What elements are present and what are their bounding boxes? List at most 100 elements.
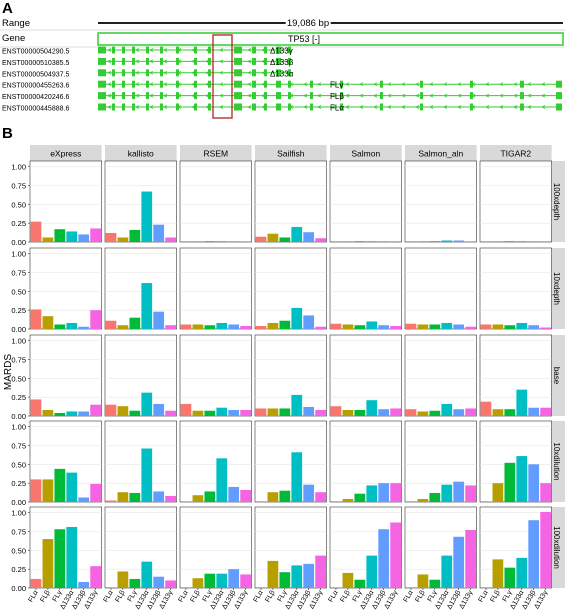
exon bbox=[208, 57, 211, 65]
strand-arrow bbox=[149, 48, 154, 52]
facet-panel bbox=[179, 420, 252, 503]
exon bbox=[122, 46, 125, 54]
exon bbox=[122, 57, 125, 65]
exon bbox=[132, 46, 135, 54]
strand-arrow bbox=[233, 59, 238, 64]
bar: Sailfish / 100xdilution / FLγ: 0.21 bbox=[279, 572, 291, 588]
exon bbox=[234, 103, 242, 111]
exon bbox=[288, 69, 291, 77]
bar: kallisto / 10xdilution / Δ133α: 0.71 bbox=[141, 448, 153, 502]
bar: kallisto / 100xdepth / FLα: 0.12 bbox=[105, 232, 117, 242]
exon bbox=[98, 57, 106, 65]
y-tick-label: 0.50 bbox=[11, 374, 26, 383]
bar: Salmon / 100xdilution / Δ133γ: 0.87 bbox=[390, 522, 402, 588]
y-tick-label: 0.50 bbox=[11, 200, 26, 209]
bar: Sailfish / 10xdilution / FLα: 0.01 bbox=[255, 501, 267, 502]
y-tick-label: 0.25 bbox=[11, 393, 26, 402]
exon bbox=[252, 57, 256, 65]
strand-arrow bbox=[317, 82, 322, 87]
exon bbox=[234, 80, 242, 88]
transcript-tracks: ENST00000504290.5 Δ133γ ENST00000510385.5 Δ… bbox=[2, 46, 562, 113]
bar: Salmon_aln / 10xdilution / FLα: 0.01 bbox=[405, 501, 417, 502]
strand-arrow bbox=[387, 82, 392, 87]
exon bbox=[132, 103, 135, 111]
facet-panel bbox=[479, 506, 552, 589]
bar: kallisto / 10xdilution / Δ133γ: 0.08 bbox=[165, 495, 177, 502]
bar: Salmon / 10xdilution / FLα: 0.01 bbox=[330, 501, 342, 502]
bar: Salmon_aln / 10xdepth / Δ133γ: 0.03 bbox=[465, 326, 477, 329]
bar: kallisto / 10xdepth / FLβ: 0.05 bbox=[117, 325, 129, 329]
bar: Salmon / 10xdepth / Δ133γ: 0.04 bbox=[390, 325, 402, 329]
bar: Salmon / 100xdilution / Δ133α: 0.43 bbox=[366, 555, 378, 588]
bar: Salmon_aln / 10xdilution / Δ133β: 0.27 bbox=[453, 481, 465, 502]
facet-panel bbox=[179, 247, 252, 330]
strand-arrow bbox=[443, 82, 448, 87]
bar: eXpress / base / Δ133γ: 0.15 bbox=[90, 404, 102, 416]
bar: RSEM / 10xdepth / FLβ: 0.06 bbox=[192, 324, 204, 329]
transcript-label: FLβ bbox=[330, 92, 344, 101]
bar: Salmon / 100xdilution / FLα: 0.01 bbox=[330, 587, 342, 588]
strand-arrow bbox=[177, 59, 182, 64]
exon bbox=[160, 80, 163, 88]
exon bbox=[380, 103, 383, 111]
exon bbox=[112, 46, 115, 54]
strand-arrow bbox=[415, 105, 420, 109]
bar: Salmon / 100xdilution / FLγ: 0.11 bbox=[354, 579, 366, 588]
facet-panel bbox=[329, 247, 402, 330]
bar: Salmon_aln / 100xdepth / FLγ: 0.01 bbox=[429, 241, 441, 242]
bar: Sailfish / base / Δ133β: 0.12 bbox=[303, 406, 315, 416]
strand-arrow bbox=[107, 48, 112, 52]
bar: Salmon_aln / base / FLβ: 0.06 bbox=[417, 411, 429, 416]
transcript-label: FLγ bbox=[330, 81, 343, 90]
bar: Salmon_aln / 10xdilution / FLβ: 0.04 bbox=[417, 498, 429, 502]
bar: RSEM / 10xdilution / Δ133γ: 0.16 bbox=[240, 489, 252, 502]
exon bbox=[276, 57, 281, 65]
bar: Sailfish / 10xdepth / Δ133β: 0.18 bbox=[303, 315, 315, 329]
facet-panel bbox=[254, 506, 327, 589]
bar: Sailfish / 10xdepth / FLα: 0.04 bbox=[255, 325, 267, 329]
transcript-id: ENST00000504937.5 bbox=[2, 71, 69, 78]
row-strip bbox=[549, 507, 565, 588]
bar: Sailfish / base / Δ133α: 0.28 bbox=[291, 394, 303, 416]
bar: kallisto / base / FLβ: 0.13 bbox=[117, 406, 129, 416]
bar: TIGAR2 / 100xdepth / Δ133γ: 0.01 bbox=[540, 241, 552, 242]
bar: TIGAR2 / 10xdepth / Δ133β: 0.05 bbox=[528, 325, 540, 329]
strand-arrow bbox=[499, 82, 504, 87]
strand-arrow bbox=[513, 93, 518, 98]
y-tick-label: 0.00 bbox=[11, 498, 26, 507]
bar: Salmon / 100xdepth / FLα: 0.01 bbox=[330, 241, 342, 242]
facet-panel bbox=[179, 160, 252, 243]
facet-panel bbox=[329, 420, 402, 503]
facet-panel bbox=[29, 334, 102, 417]
strand-arrow bbox=[471, 93, 476, 98]
strand-arrow bbox=[373, 93, 378, 98]
strand-arrow bbox=[135, 93, 140, 98]
strand-arrow bbox=[233, 70, 238, 75]
bar: kallisto / 10xdilution / FLγ: 0.12 bbox=[129, 492, 141, 502]
bar: Salmon / 10xdilution / Δ133α: 0.22 bbox=[366, 485, 378, 502]
bar: Sailfish / 100xdepth / FLγ: 0.06 bbox=[279, 237, 291, 242]
bar: RSEM / 100xdepth / Δ133α: 0.01 bbox=[216, 241, 228, 242]
bar: kallisto / 10xdilution / FLα: 0.02 bbox=[105, 500, 117, 502]
strand-arrow bbox=[457, 105, 462, 109]
strand-arrow bbox=[163, 105, 168, 109]
strand-arrow bbox=[191, 93, 196, 98]
bar: eXpress / 100xdilution / FLβ: 0.65 bbox=[42, 539, 54, 588]
bar: kallisto / base / Δ133β: 0.16 bbox=[153, 403, 165, 416]
bar: kallisto / 100xdepth / FLβ: 0.06 bbox=[117, 237, 129, 242]
strand-arrow bbox=[135, 82, 140, 87]
gene-box bbox=[97, 32, 564, 46]
strand-arrow bbox=[163, 82, 168, 87]
exon bbox=[160, 57, 163, 65]
exon bbox=[340, 103, 343, 111]
exon bbox=[276, 80, 281, 88]
bar: Sailfish / 100xdilution / FLα: 0.01 bbox=[255, 587, 267, 588]
panel-a-letter: A bbox=[2, 0, 13, 17]
strand-arrow bbox=[415, 93, 420, 98]
exon bbox=[98, 92, 106, 100]
exon bbox=[112, 103, 115, 111]
bar: kallisto / base / Δ133γ: 0.07 bbox=[165, 410, 177, 416]
exon bbox=[252, 69, 256, 77]
bar: Salmon / base / FLβ: 0.08 bbox=[342, 409, 354, 416]
